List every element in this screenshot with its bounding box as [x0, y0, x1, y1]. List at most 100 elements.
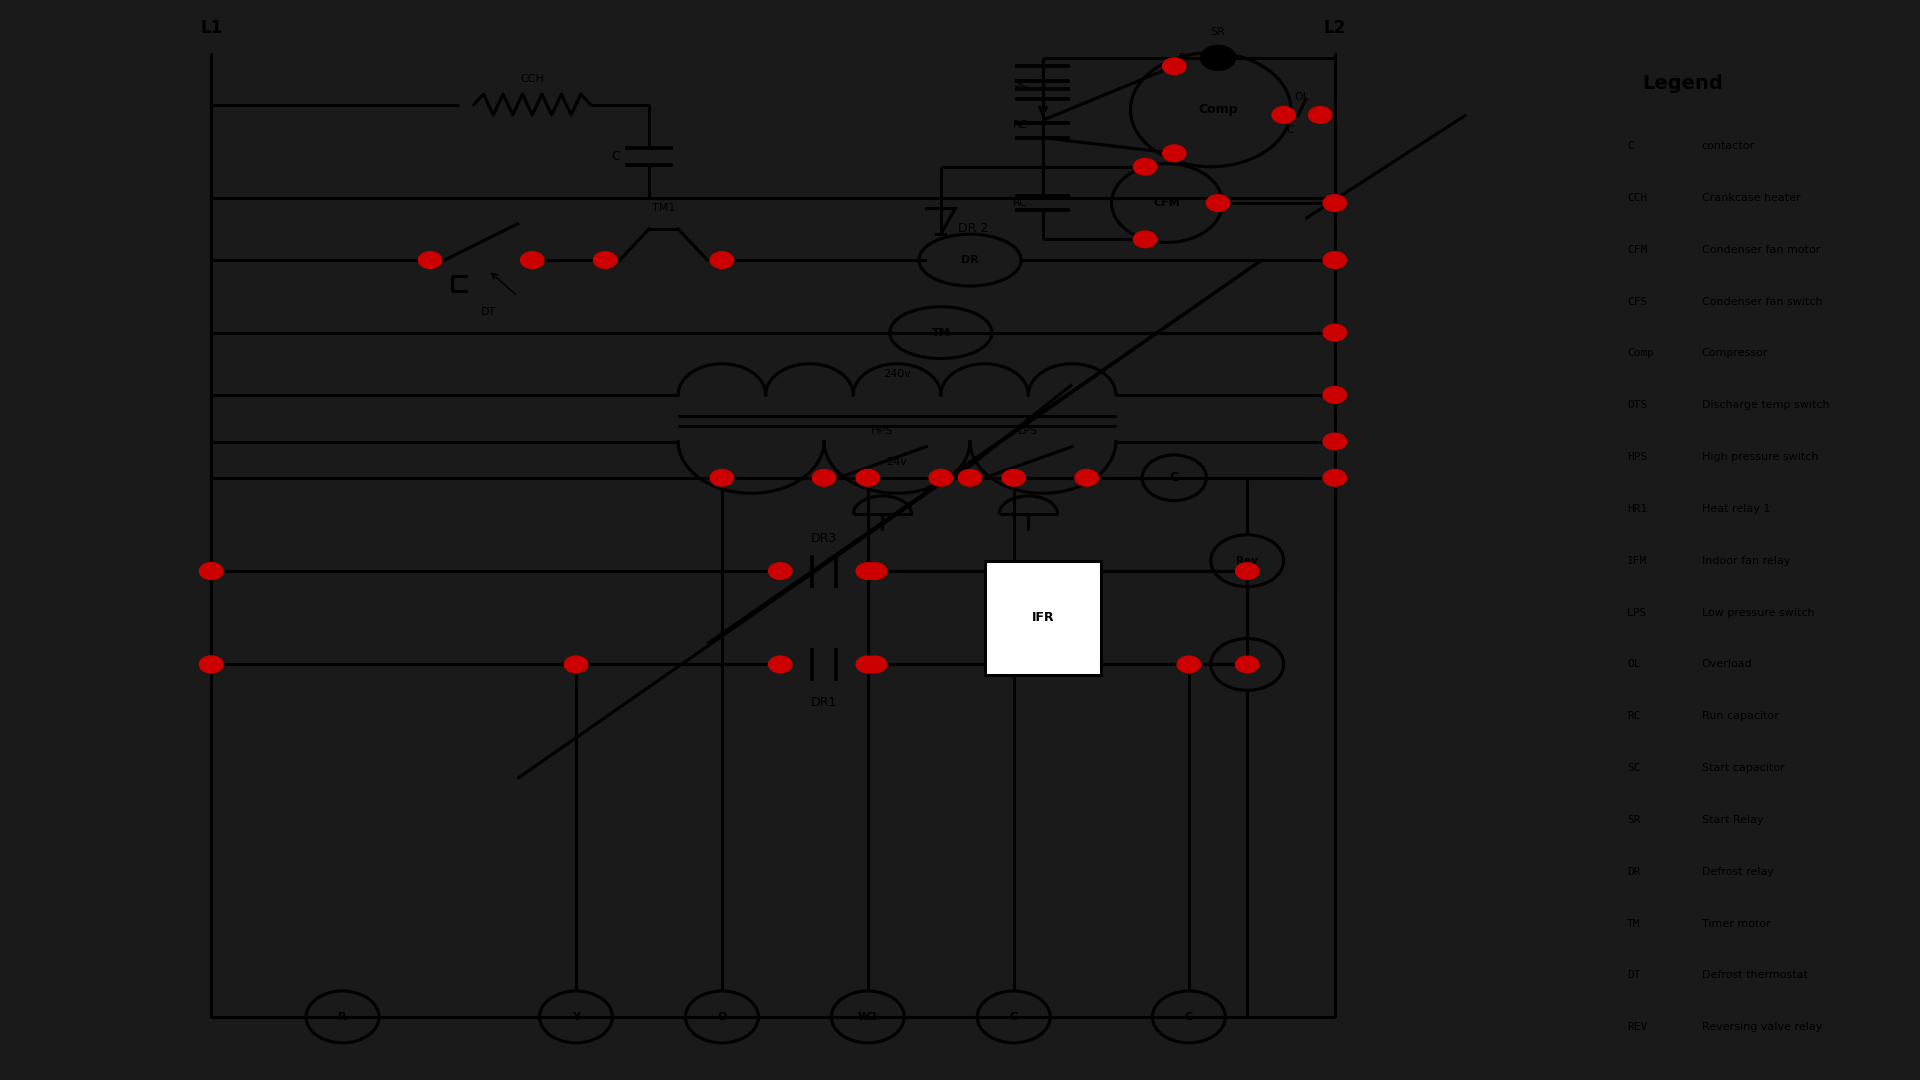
Circle shape	[1323, 387, 1346, 403]
Text: S: S	[1179, 53, 1185, 63]
Text: 240v: 240v	[883, 369, 910, 379]
Circle shape	[768, 563, 791, 579]
Text: G: G	[1010, 1012, 1018, 1022]
Text: Defrost relay: Defrost relay	[1701, 867, 1774, 877]
Circle shape	[1133, 159, 1156, 175]
Circle shape	[1164, 58, 1187, 75]
Text: Timer motor: Timer motor	[1701, 919, 1770, 929]
Text: Comp: Comp	[1198, 104, 1238, 117]
Text: DT: DT	[480, 307, 495, 316]
Circle shape	[1323, 194, 1346, 212]
Text: DR 2: DR 2	[958, 222, 989, 235]
Circle shape	[856, 470, 879, 486]
Text: Indoor fan relay: Indoor fan relay	[1701, 556, 1789, 566]
Text: REV: REV	[1626, 1023, 1647, 1032]
Circle shape	[856, 563, 879, 579]
Text: Y: Y	[572, 1012, 580, 1022]
Text: RC: RC	[1626, 712, 1642, 721]
Text: Discharge temp switch: Discharge temp switch	[1701, 401, 1830, 410]
Circle shape	[564, 657, 588, 673]
Circle shape	[1164, 145, 1187, 162]
Text: SR: SR	[1626, 815, 1642, 825]
Circle shape	[593, 252, 616, 268]
Text: DR3: DR3	[810, 532, 837, 545]
Circle shape	[958, 470, 981, 486]
Text: CFM: CFM	[1626, 245, 1647, 255]
Text: TM: TM	[931, 327, 950, 338]
Circle shape	[200, 657, 223, 673]
Circle shape	[710, 470, 733, 486]
Text: LPS: LPS	[1018, 427, 1039, 436]
Circle shape	[1236, 657, 1260, 673]
Text: Reversing valve relay: Reversing valve relay	[1701, 1023, 1822, 1032]
Text: Condenser fan motor: Condenser fan motor	[1701, 245, 1820, 255]
Text: HPS: HPS	[1626, 453, 1647, 462]
Text: IFM: IFM	[1626, 556, 1647, 566]
Text: L1: L1	[200, 19, 223, 37]
Text: C: C	[611, 150, 620, 163]
Circle shape	[864, 563, 887, 579]
Circle shape	[710, 252, 733, 268]
Circle shape	[768, 657, 791, 673]
Circle shape	[520, 252, 543, 268]
Text: High pressure switch: High pressure switch	[1701, 453, 1818, 462]
Text: OL: OL	[1626, 660, 1642, 670]
Text: SR: SR	[1212, 27, 1225, 37]
Text: DTS: DTS	[1626, 401, 1647, 410]
Circle shape	[929, 470, 952, 486]
Text: Defrost thermostat: Defrost thermostat	[1701, 971, 1807, 981]
Circle shape	[1323, 252, 1346, 268]
Text: R: R	[1179, 157, 1187, 166]
Text: DT: DT	[1626, 971, 1642, 981]
Text: Comp: Comp	[1626, 349, 1655, 359]
Circle shape	[1200, 45, 1236, 70]
Text: CCH: CCH	[520, 73, 543, 84]
Text: Rev: Rev	[1236, 556, 1258, 566]
Circle shape	[856, 657, 879, 673]
Circle shape	[1273, 107, 1296, 123]
Text: RC: RC	[1014, 198, 1029, 208]
Text: TM1: TM1	[653, 203, 676, 214]
Circle shape	[1075, 470, 1098, 486]
Text: DR1: DR1	[810, 696, 837, 708]
Circle shape	[419, 252, 442, 268]
Text: Run capacitor: Run capacitor	[1701, 712, 1778, 721]
Circle shape	[1323, 433, 1346, 449]
Text: Start Relay: Start Relay	[1701, 815, 1763, 825]
Circle shape	[1206, 194, 1229, 212]
Text: L2: L2	[1323, 19, 1346, 37]
Text: C: C	[1286, 125, 1294, 135]
Text: IFR: IFR	[1031, 611, 1054, 624]
Text: CCH: CCH	[1626, 193, 1647, 203]
Text: DR: DR	[962, 255, 979, 265]
Text: W2: W2	[858, 1012, 877, 1022]
Circle shape	[1323, 470, 1346, 486]
Circle shape	[200, 657, 223, 673]
Circle shape	[1236, 563, 1260, 579]
Circle shape	[1177, 657, 1200, 673]
Circle shape	[1309, 107, 1332, 123]
Text: R: R	[338, 1012, 348, 1022]
Text: SC: SC	[1626, 764, 1642, 773]
Text: Compressor: Compressor	[1701, 349, 1768, 359]
Text: O: O	[718, 1012, 726, 1022]
Text: LPS: LPS	[1626, 608, 1647, 618]
Text: OL: OL	[1294, 93, 1309, 103]
Circle shape	[200, 563, 223, 579]
Text: DR: DR	[1626, 867, 1642, 877]
Circle shape	[1002, 470, 1025, 486]
Circle shape	[864, 657, 887, 673]
Text: HPS: HPS	[872, 427, 893, 436]
Text: CFM: CFM	[1154, 198, 1181, 208]
Circle shape	[200, 563, 223, 579]
Text: Legend: Legend	[1642, 75, 1722, 93]
Text: CFS: CFS	[1626, 297, 1647, 307]
Text: Condenser fan switch: Condenser fan switch	[1701, 297, 1822, 307]
Circle shape	[1323, 324, 1346, 341]
Text: Heat relay 1: Heat relay 1	[1701, 504, 1770, 514]
Text: 24v: 24v	[887, 457, 908, 467]
Text: SC: SC	[1014, 79, 1029, 89]
Text: Start capacitor: Start capacitor	[1701, 764, 1784, 773]
Circle shape	[812, 470, 835, 486]
Text: Overload: Overload	[1701, 660, 1753, 670]
